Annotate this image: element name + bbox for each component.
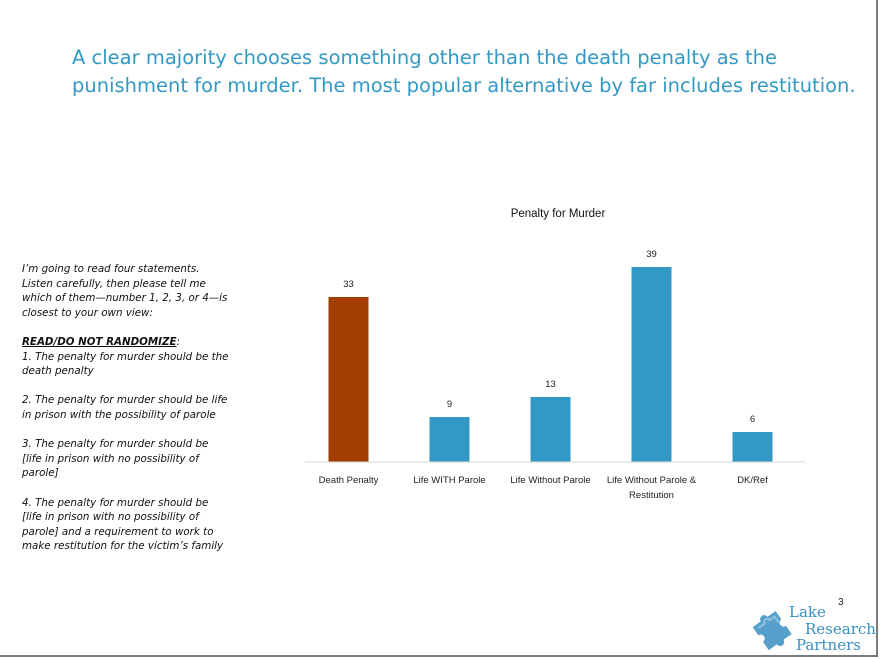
option-line: parole] and a requirement to work to (22, 525, 214, 538)
question-option-3: 3. The penalty for murder should be [lif… (22, 437, 237, 481)
bar-life-without-parole-restitution (631, 267, 672, 462)
category-label: Restitution (629, 490, 674, 501)
option-line: 4. The penalty for murder should be (22, 496, 209, 509)
data-label: 33 (343, 279, 354, 290)
question-option-4: 4. The penalty for murder should be [lif… (22, 496, 237, 554)
puzzle-piece-icon (752, 611, 792, 651)
logo-text-partners: Partners (796, 636, 861, 654)
bar-life-without-parole (530, 397, 571, 462)
question-instruction: READ/DO NOT RANDOMIZE (22, 335, 177, 348)
question-option-2: 2. The penalty for murder should be life… (22, 393, 237, 422)
chart-canvas: Penalty for Murder 33 9 13 39 6 Death Penalt… (305, 208, 805, 501)
logo-text-research: Research (805, 620, 876, 638)
question-intro-line: I’m going to read four statements. (22, 263, 200, 275)
option-line: death penalty (22, 365, 94, 378)
headline-line-1: A clear majority chooses something other… (72, 46, 778, 69)
category-label: Death Penalty (319, 475, 379, 486)
option-line: 3. The penalty for murder should be (22, 438, 209, 451)
option-line: parole] (22, 467, 59, 480)
question-instruction-line: READ/DO NOT RANDOMIZE: (22, 335, 237, 350)
question-option-1: READ/DO NOT RANDOMIZE: 1. The penalty fo… (22, 335, 237, 379)
lake-research-partners-logo: Lake Research Partners (748, 600, 876, 656)
question-intro-line: closest to your own view: (22, 306, 153, 319)
chart-title: Penalty for Murder (511, 208, 606, 220)
category-label: DK/Ref (737, 475, 768, 486)
category-labels-layer: Death Penalty Life WITH Parole Life Withou… (319, 475, 769, 501)
option-line: in prison with the possibility of parole (22, 408, 216, 421)
option-line: 1. The penalty for murder should be the (22, 350, 229, 363)
penalty-bar-chart: Penalty for Murder 33 9 13 39 6 Death Penalt… (300, 195, 820, 515)
question-intro-line: Listen carefully, then please tell me (22, 277, 206, 290)
category-label: Life Without Parole (510, 475, 590, 486)
data-label: 9 (447, 399, 452, 410)
data-label: 6 (750, 414, 755, 425)
option-line: [life in prison with no possibility of (22, 511, 199, 524)
option-line: 2. The penalty for murder should be life (22, 394, 228, 407)
bar-death-penalty (328, 297, 369, 462)
bar-life-with-parole (429, 417, 470, 462)
bars-layer: 33 9 13 39 6 (328, 249, 773, 462)
category-label: Life WITH Parole (413, 475, 485, 486)
bar-dk-ref (732, 432, 773, 462)
option-line: make restitution for the victim’s family (22, 540, 224, 553)
page-number: 3 (838, 597, 844, 608)
headline-line-2: punishment for murder. The most popular … (72, 74, 856, 97)
question-intro-line: which of them—number 1, 2, 3, or 4—is (22, 292, 228, 305)
category-label: Life Without Parole & (607, 475, 697, 486)
data-label: 13 (545, 379, 556, 390)
question-text: I’m going to read four statements. Liste… (22, 262, 237, 568)
option-line: [life in prison with no possibility of (22, 452, 199, 465)
question-intro: I’m going to read four statements. Liste… (22, 262, 237, 320)
data-label: 39 (646, 249, 657, 260)
slide-headline: A clear majority chooses something other… (72, 44, 862, 100)
logo-text-lake: Lake (789, 603, 826, 621)
question-instruction-suffix: : (176, 335, 180, 348)
